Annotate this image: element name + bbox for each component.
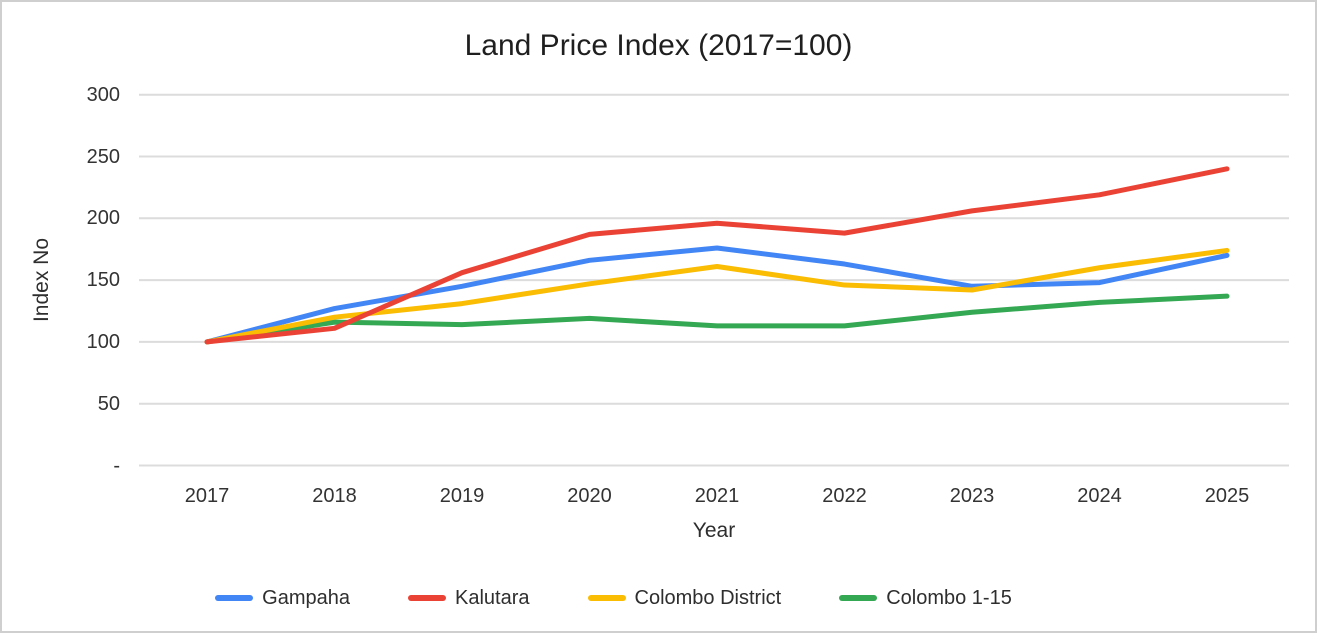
legend-swatch-colombo-1-15 [839, 595, 878, 601]
x-tick-label: 2023 [949, 485, 995, 507]
series-line-gampaha [204, 245, 1230, 345]
y-tick-label: 50 [97, 392, 120, 415]
legend: Gampaha Kalutara Colombo District Colombo 1… [2, 585, 1270, 611]
x-tick-label: 2021 [694, 485, 740, 507]
y-tick-label: - [113, 454, 120, 477]
series-line-kalutara [204, 166, 1230, 345]
chart-title: Land Price Index (2017=100) [464, 29, 853, 62]
legend-item-colombo-1-15: Colombo 1-15 [839, 587, 1012, 610]
y-tick-label: 200 [86, 207, 120, 230]
y-tick-label: 100 [86, 330, 120, 353]
x-tick-label: 2025 [1204, 485, 1250, 507]
series-line-colombo-district [204, 247, 1230, 345]
x-tick-label: 2018 [312, 485, 357, 507]
legend-item-kalutara: Kalutara [408, 587, 530, 610]
y-tick-label: 300 [86, 83, 120, 106]
x-axis-title: Year [692, 519, 736, 542]
y-tick-label: 150 [86, 269, 120, 292]
x-tick-label: 2017 [184, 485, 230, 507]
legend-swatch-colombo-district [587, 595, 626, 601]
legend-label: Gampaha [262, 586, 350, 609]
y-tick-label: 250 [86, 145, 120, 168]
x-tick-label: 2022 [822, 485, 867, 507]
x-tick-label: 2024 [1077, 485, 1122, 507]
legend-item-gampaha: Gampaha [215, 587, 350, 610]
legend-label: Colombo 1-15 [886, 586, 1012, 609]
legend-swatch-gampaha [215, 595, 254, 601]
x-tick-label: 2019 [439, 485, 485, 507]
x-tick-label: 2020 [567, 485, 612, 507]
legend-swatch-kalutara [408, 595, 446, 601]
legend-item-colombo-district: Colombo District [587, 586, 782, 610]
series-line-colombo-1-15 [204, 293, 1230, 345]
legend-label: Kalutara [455, 586, 530, 609]
legend-label: Colombo District [634, 586, 782, 609]
